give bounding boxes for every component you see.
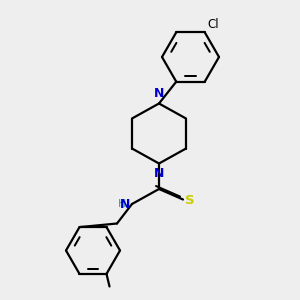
Text: N: N — [154, 167, 164, 180]
Text: Cl: Cl — [207, 18, 219, 31]
Text: H: H — [118, 199, 127, 209]
Text: N: N — [120, 198, 130, 211]
Text: S: S — [185, 194, 195, 208]
Text: N: N — [154, 87, 164, 100]
